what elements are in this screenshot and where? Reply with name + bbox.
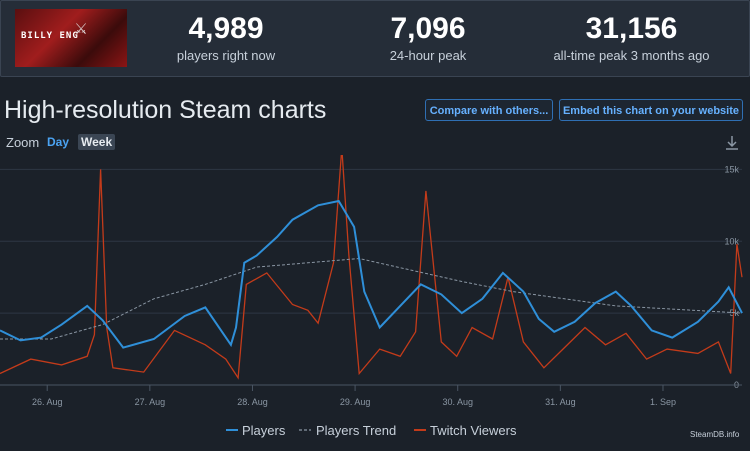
stat-label: players right now bbox=[176, 48, 276, 63]
y-tick-label: 15k bbox=[724, 164, 739, 174]
legend-players-label: Players bbox=[242, 423, 286, 438]
y-tick-label: 10k bbox=[724, 236, 739, 246]
game-logo-icon: ⚔ bbox=[75, 15, 88, 39]
x-tick-label: 30. Aug bbox=[442, 397, 473, 407]
series-twitch-viewers-line bbox=[0, 155, 743, 380]
x-tick-label: 27. Aug bbox=[135, 397, 166, 407]
series-players-line bbox=[0, 199, 743, 349]
x-axis: 26. Aug 27. Aug 28. Aug 29. Aug 30. Aug 31. A… bbox=[0, 384, 742, 407]
stat-value: 4,989 bbox=[188, 12, 264, 45]
legend-players[interactable]: Players bbox=[226, 423, 286, 438]
x-tick-label: 29. Aug bbox=[340, 397, 371, 407]
page-title: High-resolution Steam charts bbox=[4, 96, 327, 124]
download-icon[interactable] bbox=[723, 134, 741, 152]
stats-bar: BILLY ENG ⚔ 4,989 players right now 7,09… bbox=[0, 0, 750, 77]
embed-button[interactable]: Embed this chart on your website bbox=[559, 99, 743, 121]
zoom-week-button[interactable]: Week bbox=[78, 134, 116, 150]
game-logo-text: BILLY ENG bbox=[21, 31, 79, 41]
steamdb-credit[interactable]: SteamDB.info bbox=[690, 430, 740, 439]
x-tick-label: 28. Aug bbox=[237, 397, 268, 407]
game-thumbnail[interactable]: BILLY ENG ⚔ bbox=[15, 9, 127, 67]
legend-twitch[interactable]: Twitch Viewers bbox=[414, 423, 517, 438]
stat-all-time-peak: 31,156 all-time peak 3 months ago bbox=[549, 12, 714, 64]
legend-trend[interactable]: Players Trend bbox=[299, 423, 396, 438]
stat-value: 7,096 bbox=[390, 12, 466, 45]
legend-trend-label: Players Trend bbox=[316, 423, 396, 438]
stat-value: 31,156 bbox=[585, 12, 678, 45]
series-layer bbox=[0, 155, 743, 380]
x-tick-label: 31. Aug bbox=[545, 397, 576, 407]
compare-button[interactable]: Compare with others... bbox=[425, 99, 553, 121]
zoom-label: Zoom bbox=[6, 135, 40, 150]
zoom-day-button[interactable]: Day bbox=[47, 135, 70, 149]
grid-lines bbox=[0, 168, 742, 314]
x-tick-label: 26. Aug bbox=[32, 397, 63, 407]
legend-twitch-label: Twitch Viewers bbox=[430, 423, 517, 438]
stat-label: all-time peak 3 months ago bbox=[553, 48, 710, 63]
series-players-trend-line bbox=[0, 257, 743, 340]
stat-players-now: 4,989 players right now bbox=[161, 12, 291, 64]
stat-label: 24-hour peak bbox=[389, 48, 467, 63]
stat-24h-peak: 7,096 24-hour peak bbox=[353, 12, 503, 64]
legend: Players Players Trend Twitch Viewers bbox=[226, 423, 517, 438]
x-tick-label: 1. Sep bbox=[650, 397, 676, 407]
